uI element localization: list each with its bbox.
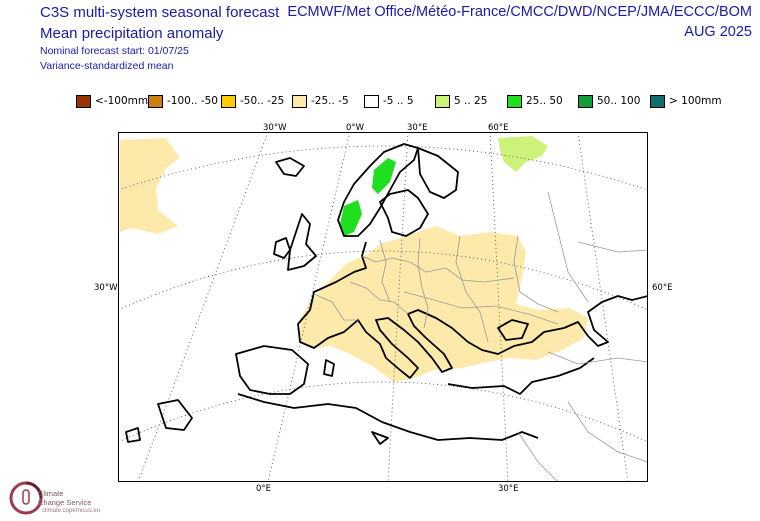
legend-label: -25.. -5 [311,95,349,107]
legend-label: <-100mm [95,95,149,107]
thermometer-icon [22,489,30,505]
chart-subtitle: Mean precipitation anomaly [40,25,224,42]
legend-swatch [650,95,665,108]
logo-name: Climate [38,489,64,498]
logo-name: Change Service [38,498,92,507]
legend-swatch [364,95,379,108]
lon-label-top: 30°W [263,123,287,133]
legend-label: 25.. 50 [526,95,563,107]
legend-swatch [76,95,91,108]
variance-note: Variance-standardized mean [40,60,174,72]
lon-label-top: 0°W [346,123,365,133]
wet-anomaly-norway-west [340,200,362,236]
lon-label-top: 60°E [488,123,509,133]
legend-label: -100.. -50 [167,95,218,107]
legend-swatch [221,95,236,108]
logo-url: climate.copernicus.eu [42,508,101,514]
legend-swatch [507,95,522,108]
legend-swatch [292,95,307,108]
anomaly-shading [120,136,588,382]
dry-anomaly-north-atlantic [120,138,180,234]
lat-label-right: 60°E [652,283,673,293]
producing-centres: ECMWF/Met Office/Météo-France/CMCC/DWD/N… [287,4,752,20]
legend-swatch [435,95,450,108]
logo-arc-icon [25,481,43,499]
precipitation-anomaly-map [118,132,648,482]
copernicus-logo [9,481,43,515]
forecast-start: Nominal forecast start: 01/07/25 [40,45,189,57]
coastlines [125,143,648,445]
dry-anomaly-europe [300,226,588,382]
legend-swatch [578,95,593,108]
country-borders [313,191,648,482]
chart-title: C3S multi-system seasonal forecast [40,4,280,21]
lon-label-top: 30°E [407,123,428,133]
legend-label: 50.. 100 [597,95,641,107]
wet-anomaly-norway-north [372,158,396,194]
valid-month: AUG 2025 [684,24,752,40]
legend-label: 5 .. 25 [454,95,488,107]
lon-label-bottom: 30°E [498,484,519,494]
legend-label: -50.. -25 [240,95,285,107]
lon-label-bottom: 0°E [256,484,272,494]
lat-label-left: 30°W [94,283,118,293]
legend-swatch [148,95,163,108]
map-frame [118,132,648,482]
legend-label: -5 .. 5 [383,95,414,107]
legend-label: > 100mm [669,95,722,107]
wet-anomaly-northeast [498,136,548,172]
